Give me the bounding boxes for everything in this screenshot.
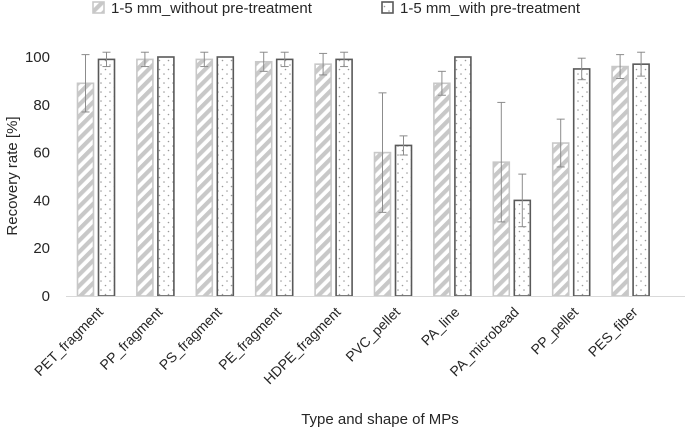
error-bar xyxy=(81,54,90,113)
error-bar xyxy=(280,51,289,68)
x-axis: PET_fragmentPP_fragmentPS_fragmentPE_fra… xyxy=(31,296,685,387)
error-bar xyxy=(637,51,646,77)
bar-without-pretreatment xyxy=(76,82,95,297)
bar-with-pretreatment xyxy=(335,58,353,297)
error-bar xyxy=(140,51,149,68)
bar-with-pretreatment xyxy=(454,56,472,297)
error-bar xyxy=(200,51,209,68)
error-bar xyxy=(556,118,565,168)
x-tick-label: PVC_pellet xyxy=(342,304,403,365)
x-tick-label: PA_line xyxy=(418,304,463,349)
bar-with-pretreatment xyxy=(97,58,116,297)
y-axis-title: Recovery rate [%] xyxy=(4,116,21,235)
y-tick-label: 100 xyxy=(25,49,50,66)
bar-without-pretreatment xyxy=(433,82,451,297)
error-bar xyxy=(399,135,408,156)
bar-without-pretreatment xyxy=(136,58,154,297)
error-bar xyxy=(616,54,625,80)
bar-without-pretreatment xyxy=(195,58,214,297)
y-tick-label: 80 xyxy=(33,97,50,114)
legend-swatch xyxy=(92,1,105,14)
y-tick-label: 40 xyxy=(33,192,50,209)
x-axis-title: Type and shape of MPs xyxy=(301,411,459,428)
legend-item-without-pretreatment: 1-5 mm_without pre-treatment xyxy=(92,0,313,17)
error-bar xyxy=(378,92,387,213)
y-tick-label: 20 xyxy=(33,240,50,257)
legend-item-with-pretreatment: 1-5 mm_with pre-treatment xyxy=(381,0,581,17)
error-bar xyxy=(340,51,349,68)
legend-swatch xyxy=(381,1,394,14)
error-bar xyxy=(102,51,111,68)
bar-with-pretreatment xyxy=(572,68,591,297)
error-bar xyxy=(497,101,506,223)
bars xyxy=(76,51,650,297)
x-tick-label: PET_fragment xyxy=(31,304,106,379)
x-tick-label: PS_fragment xyxy=(156,304,225,373)
error-bar xyxy=(319,52,328,76)
y-tick-label: 0 xyxy=(42,288,50,305)
bar-without-pretreatment xyxy=(611,65,629,297)
legend-label: 1-5 mm_without pre-treatment xyxy=(111,0,313,17)
bar-with-pretreatment xyxy=(394,144,413,297)
bar-with-pretreatment xyxy=(632,63,650,297)
bar-without-pretreatment xyxy=(314,63,332,297)
bar-without-pretreatment xyxy=(254,60,273,297)
y-tick-label: 60 xyxy=(33,145,50,162)
legend: 1-5 mm_without pre-treatment 1-5 mm_with … xyxy=(92,0,581,17)
x-tick-label: PES_fiber xyxy=(585,304,641,360)
x-tick-label: PP_fragment xyxy=(96,304,165,373)
legend-label: 1-5 mm_with pre-treatment xyxy=(400,0,581,17)
bar-with-pretreatment xyxy=(275,58,294,297)
error-bar xyxy=(577,57,586,81)
bar-with-pretreatment xyxy=(157,56,175,297)
error-bar xyxy=(259,51,268,72)
error-bar xyxy=(518,173,527,228)
y-axis: 0 20 40 60 80 100 xyxy=(25,49,50,305)
error-bar xyxy=(437,70,446,96)
x-tick-label: PP_pellet xyxy=(528,304,582,358)
bar-with-pretreatment xyxy=(216,56,235,297)
